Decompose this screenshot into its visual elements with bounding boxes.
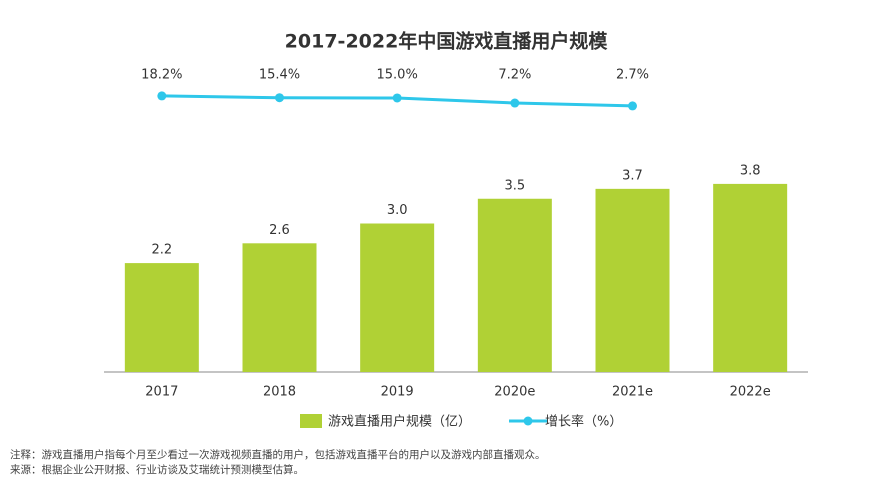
bar-value-label: 3.0 (387, 203, 408, 218)
legend-label: 增长率（%） (545, 414, 622, 430)
bar-value-label: 3.7 (622, 168, 643, 183)
x-tick-label: 2021e (612, 385, 653, 400)
legend-swatch (523, 416, 533, 426)
line-value-label: 15.4% (259, 68, 300, 83)
bar (124, 263, 199, 372)
line-value-label: 2.7% (616, 68, 649, 83)
line-value-label: 7.2% (498, 68, 531, 83)
line-marker (275, 93, 284, 103)
source: 来源：根据企业公开财报、行业访谈及艾瑞统计预测模型估算。 (10, 463, 304, 476)
line-marker (510, 98, 520, 108)
bar-value-label: 3.5 (504, 178, 525, 193)
x-tick-label: 2017 (145, 385, 178, 400)
chart-title: 2017-2022年中国游戏直播用户规模 (285, 30, 609, 53)
x-tick-label: 2018 (263, 385, 296, 400)
line-marker (157, 91, 167, 101)
legend-label: 游戏直播用户规模（亿） (328, 414, 471, 430)
bar (713, 183, 788, 372)
legend-swatch (300, 414, 322, 428)
line-marker (628, 101, 637, 111)
x-tick-label: 2020e (494, 385, 535, 400)
line-value-label: 18.2% (141, 68, 182, 83)
line-value-label: 15.0% (377, 68, 418, 83)
x-tick-label: 2019 (381, 385, 414, 400)
bar (477, 198, 552, 372)
bar (360, 223, 435, 372)
note: 注释：游戏直播用户指每个月至少看过一次游戏视频直播的用户，包括游戏直播平台的用户… (10, 448, 546, 461)
bar (242, 243, 317, 372)
x-tick-label: 2022e (730, 385, 771, 400)
bar-value-label: 2.2 (151, 243, 172, 258)
bar-value-label: 3.8 (740, 163, 761, 178)
bar (595, 188, 670, 372)
line-marker (392, 93, 402, 103)
bar-value-label: 2.6 (269, 223, 290, 238)
